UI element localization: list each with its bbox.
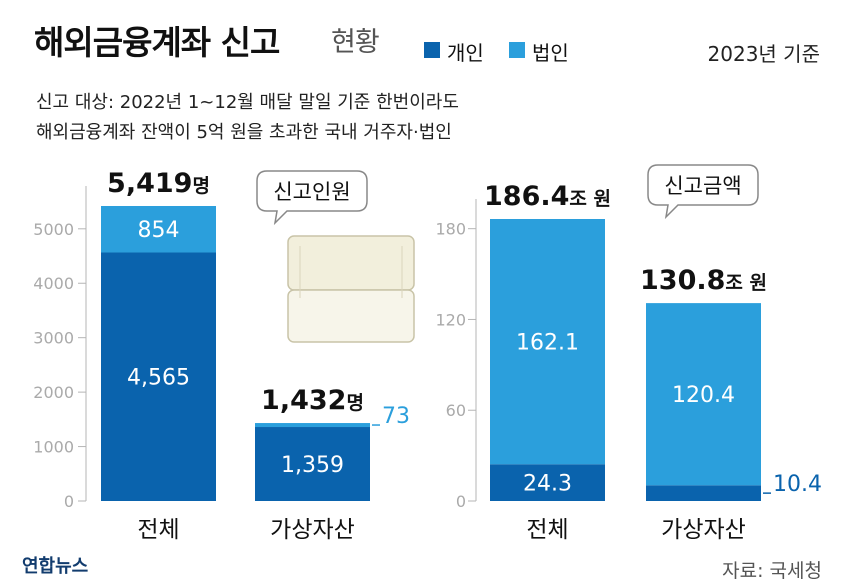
count-total-value-1: 1,432	[261, 385, 346, 416]
page-title: 해외금융계좌 신고	[34, 23, 280, 62]
amount-segment-label-0-1: 10.4	[773, 472, 822, 497]
amount-bar-corporate-0	[490, 219, 605, 465]
yonhap-logo: 연합뉴스	[22, 556, 89, 577]
count-ytick-label-4: 4000	[33, 274, 74, 293]
description-line-2: 해외금융계좌 잔액이 5억 원을 초과한 국내 거주자·법인	[36, 122, 452, 143]
amount-category-label-1: 가상자산	[661, 517, 746, 543]
legend-label-individual: 개인	[447, 41, 484, 65]
document-illustration	[287, 235, 415, 343]
amount-total-unit-0: 조 원	[569, 188, 611, 210]
count-ytick-label-2: 2000	[33, 383, 74, 402]
amount-bar-individual-0	[490, 464, 605, 501]
basis-year: 2023년 기준	[707, 42, 820, 66]
legend-label-corporate: 법인	[532, 41, 569, 65]
count-total-unit-1: 명	[346, 392, 363, 414]
amount-bubble-text: 신고금액	[664, 174, 741, 198]
count-total-unit-0: 명	[192, 175, 209, 197]
count-ytick-label-3: 3000	[33, 329, 74, 348]
count-category-label-1: 가상자산	[270, 517, 355, 543]
amount-ytick-label-3: 180	[435, 220, 466, 239]
amount-segment-label-0-0: 24.3	[523, 472, 572, 497]
amount-bubble	[647, 164, 759, 220]
amount-total-value-1: 130.8	[640, 265, 725, 296]
amount-bar-individual-1	[646, 485, 761, 501]
count-total-label-1: 1,432명	[261, 385, 364, 416]
count-bar-individual-0	[101, 252, 216, 501]
amount-total-label-1: 130.8조 원	[640, 265, 767, 296]
amount-category-label-0: 전체	[526, 517, 568, 543]
count-ytick-label-0: 0	[64, 492, 74, 511]
amount-total-unit-1: 조 원	[725, 272, 767, 294]
description-line-1: 신고 대상: 2022년 1~12월 매달 말일 기준 한번이라도	[36, 92, 459, 113]
chart-report-count: 010002000300040005000전체5,419명4,565854가상자…	[33, 168, 410, 543]
count-segment-label-1-0: 854	[138, 218, 180, 243]
amount-ytick-label-2: 120	[435, 310, 466, 329]
count-segment-label-0-1: 1,359	[281, 453, 344, 478]
count-bar-corporate-1	[255, 423, 370, 428]
amount-segment-label-1-0: 162.1	[516, 331, 579, 356]
legend-swatch-corporate	[509, 42, 525, 58]
page-title-suffix: 현황	[331, 27, 380, 58]
count-ytick-label-1: 1000	[33, 438, 74, 457]
count-bubble	[256, 170, 368, 226]
legend-swatch-individual	[424, 42, 440, 58]
amount-total-label-0: 186.4조 원	[484, 181, 611, 212]
amount-bar-corporate-1	[646, 303, 761, 486]
count-category-label-0: 전체	[137, 517, 179, 543]
count-segment-label-1-1: 73	[382, 404, 410, 429]
amount-total-value-0: 186.4	[484, 181, 569, 212]
count-bar-individual-1	[255, 427, 370, 501]
count-ytick-label-5: 5000	[33, 220, 74, 239]
count-total-value-0: 5,419	[107, 168, 192, 199]
count-segment-label-0-0: 4,565	[127, 366, 190, 391]
count-bubble-text: 신고인원	[273, 180, 350, 204]
count-total-label-0: 5,419명	[107, 168, 210, 199]
amount-segment-label-1-1: 120.4	[672, 383, 735, 408]
count-bar-corporate-0	[101, 206, 216, 253]
source-note: 자료: 국세청	[722, 560, 822, 582]
amount-ytick-label-0: 0	[456, 492, 466, 511]
amount-ytick-label-1: 60	[446, 401, 466, 420]
